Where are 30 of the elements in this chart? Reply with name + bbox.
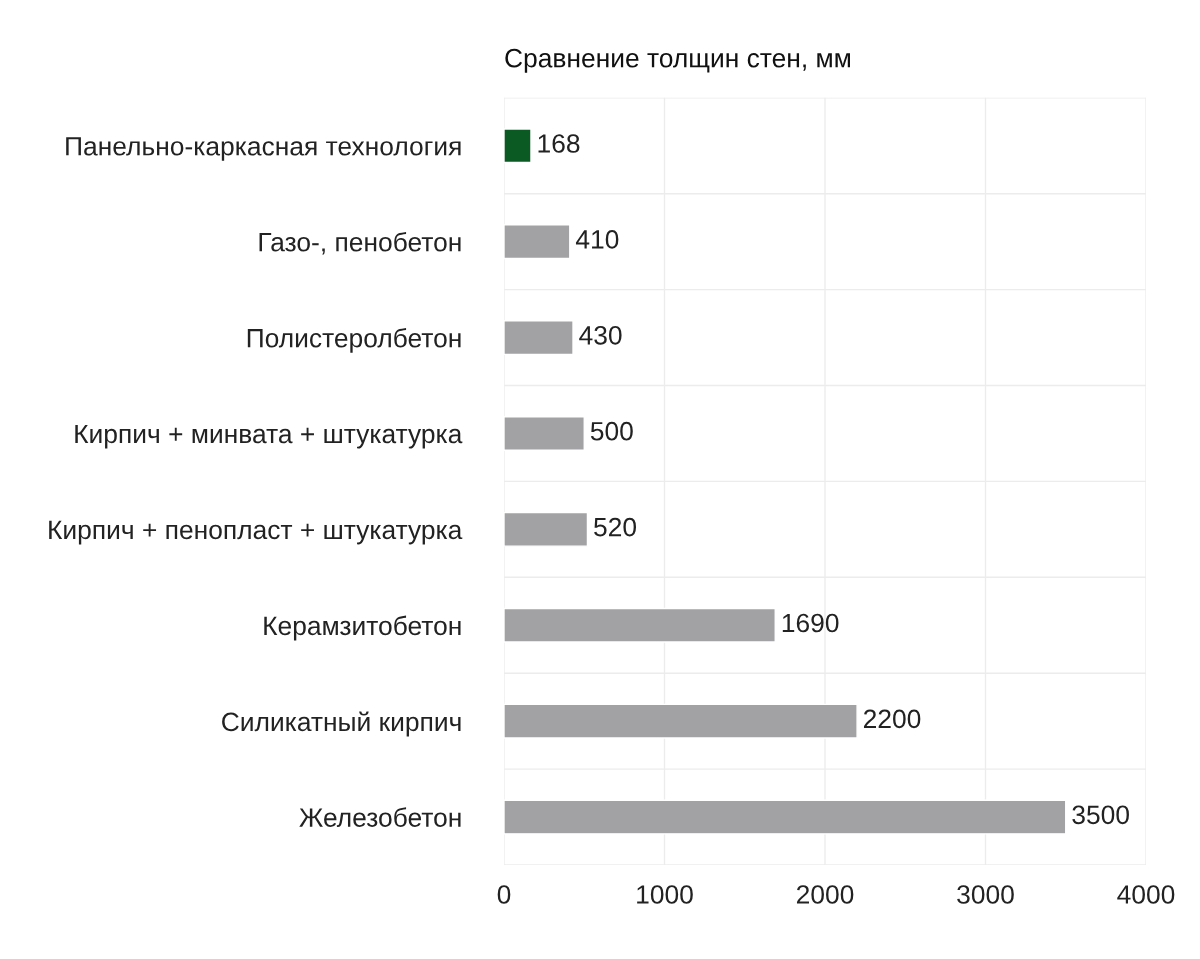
x-tick-label: 0 <box>497 885 511 904</box>
data-label: 3500 <box>1072 805 1129 825</box>
y-tick-label: Полистеролбетон <box>247 327 461 353</box>
y-tick-label: Панельно-каркасная технология <box>66 137 461 161</box>
data-label: 410 <box>575 230 619 249</box>
data-label: 500 <box>590 421 633 441</box>
x-tick-label: 4000 <box>1117 885 1175 904</box>
y-tick-label: Газо-, пенобетон <box>259 231 461 255</box>
y-tick-label: Силикатный кирпич <box>222 711 461 737</box>
data-label: 520 <box>594 517 637 537</box>
bar <box>504 128 532 164</box>
y-tick-label: Железобетон <box>299 807 461 827</box>
bar <box>504 224 571 260</box>
data-label: 2200 <box>863 709 921 729</box>
data-label: 1690 <box>782 613 839 633</box>
data-label: 168 <box>538 134 580 153</box>
y-tick-label: Кирпич + минвата + штукатурка <box>75 424 463 449</box>
y-tick-label: Керамзитобетон <box>264 615 461 641</box>
y-tick-label: Кирпич + пенопласт + штукатурка <box>49 520 463 545</box>
bar <box>504 320 574 356</box>
x-tick-label: 2000 <box>796 885 854 904</box>
bar <box>504 511 589 547</box>
chart-title: Сравнение толщин стен, мм <box>505 48 850 73</box>
bar <box>504 799 1067 835</box>
bar <box>504 415 585 451</box>
bar <box>504 703 858 739</box>
data-label: 430 <box>579 325 622 345</box>
x-tick-label: 1000 <box>637 885 693 904</box>
x-tick-label: 3000 <box>957 885 1014 904</box>
bar <box>504 607 776 643</box>
